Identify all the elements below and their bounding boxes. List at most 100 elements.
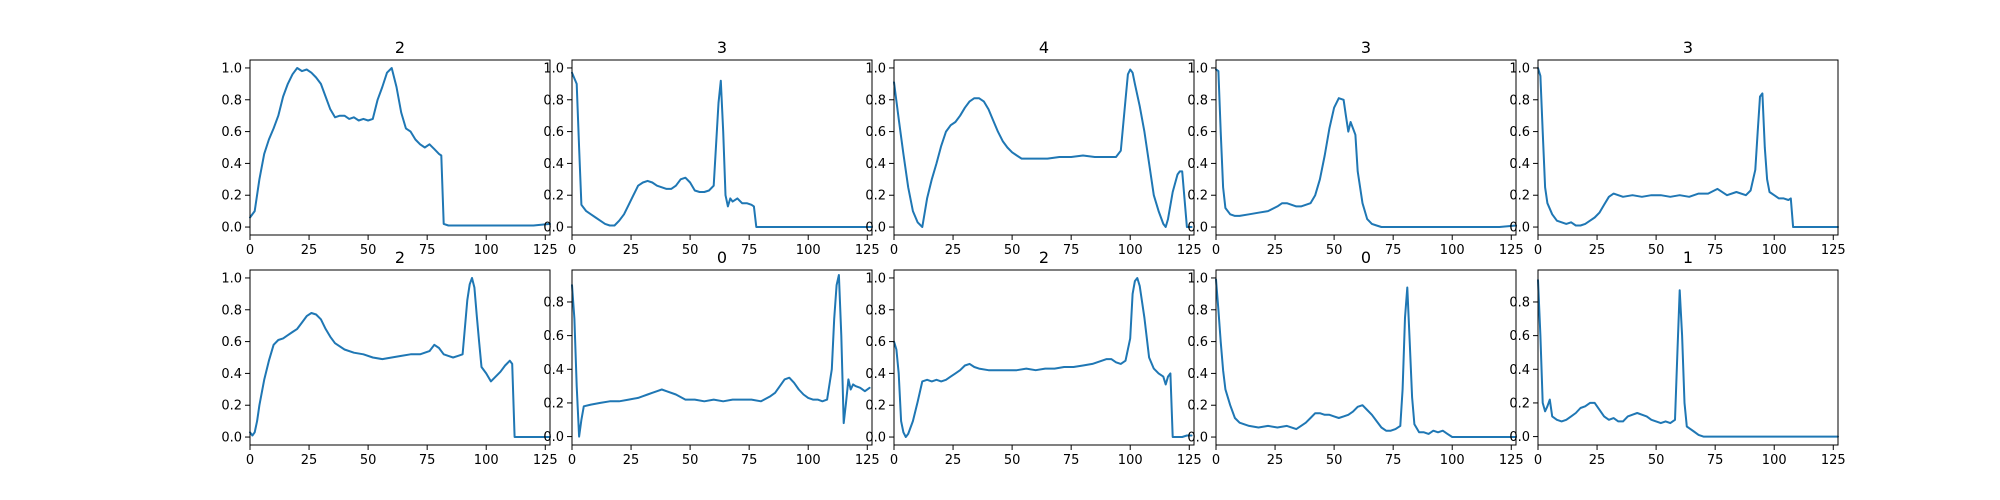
subplot-2-series-line bbox=[571, 71, 873, 228]
subplot-1-xtick-label: 0 bbox=[246, 243, 254, 258]
subplot-1-xtick-label: 25 bbox=[301, 243, 318, 258]
subplot-9-xtick-label: 100 bbox=[1440, 453, 1465, 468]
subplot-3: 4 0 25 50 75 100 125 0.0 0.2 0.4 0.6 0.8 1.0 bbox=[865, 38, 1201, 258]
subplot-10-ytick-label: 0.0 bbox=[1509, 430, 1530, 445]
subplot-1-ytick-label: 0.2 bbox=[221, 189, 242, 204]
subplot-3-ytick-label: 0.4 bbox=[865, 157, 886, 172]
subplot-2-xtick-label: 50 bbox=[682, 243, 699, 258]
subplot-10-xtick-label: 25 bbox=[1589, 453, 1606, 468]
subplot-8-title: 2 bbox=[1039, 248, 1049, 267]
subplot-4-series-line bbox=[1215, 68, 1517, 228]
subplot-4-ytick-label: 0.6 bbox=[1187, 125, 1208, 140]
subplot-5-ytick-label: 0.8 bbox=[1509, 93, 1530, 108]
subplot-8-xtick-label: 100 bbox=[1118, 453, 1143, 468]
subplot-10: 1 0 25 50 75 100 125 0.0 0.2 0.4 0.6 0.8 bbox=[1509, 248, 1845, 468]
subplot-3-title: 4 bbox=[1039, 38, 1049, 57]
subplot-10-xtick-label: 125 bbox=[1821, 453, 1846, 468]
subplot-7-ytick-label: 0.8 bbox=[543, 295, 564, 310]
subplot-4-xtick-label: 0 bbox=[1212, 243, 1220, 258]
subplot-9-xtick-label: 25 bbox=[1267, 453, 1284, 468]
subplot-5-xtick-label: 75 bbox=[1707, 243, 1724, 258]
subplot-7-xtick-label: 0 bbox=[568, 453, 576, 468]
subplot-10-ytick-label: 0.4 bbox=[1509, 363, 1530, 378]
subplot-1-title: 2 bbox=[395, 38, 405, 57]
subplot-7-xtick-label: 100 bbox=[796, 453, 821, 468]
subplot-7-xtick-label: 125 bbox=[855, 453, 880, 468]
subplot-5-series-line bbox=[1537, 67, 1839, 228]
subplot-9-ytick-label: 0.2 bbox=[1187, 399, 1208, 414]
subplot-9-series-line bbox=[1215, 278, 1517, 438]
subplot-6-xtick-label: 50 bbox=[360, 453, 377, 468]
subplot-7-series-line bbox=[571, 274, 871, 438]
subplot-1-ytick-label: 0.6 bbox=[221, 125, 242, 140]
subplot-7-ytick-label: 0.2 bbox=[543, 396, 564, 411]
subplot-2-ytick-label: 1.0 bbox=[543, 61, 564, 76]
subplot-8-series-line bbox=[893, 277, 1193, 438]
subplot-3-xtick-label: 75 bbox=[1063, 243, 1080, 258]
subplot-6-xtick-label: 125 bbox=[533, 453, 558, 468]
subplot-5-title: 3 bbox=[1683, 38, 1693, 57]
subplot-6-ytick-label: 1.0 bbox=[221, 271, 242, 286]
subplot-4-xtick-label: 25 bbox=[1267, 243, 1284, 258]
subplot-10-xtick-label: 0 bbox=[1534, 453, 1542, 468]
subplot-10-frame bbox=[1537, 269, 1839, 446]
subplot-10-xtick-label: 100 bbox=[1762, 453, 1787, 468]
subplot-2-ytick-label: 0.6 bbox=[543, 125, 564, 140]
subplot-9-ytick-label: 0.0 bbox=[1187, 431, 1208, 446]
subplot-10-ytick-label: 0.6 bbox=[1509, 329, 1530, 344]
subplot-5-frame bbox=[1537, 59, 1839, 236]
subplot-7-title: 0 bbox=[717, 248, 727, 267]
subplot-6-ytick-label: 0.8 bbox=[221, 303, 242, 318]
subplot-9-ytick-label: 0.4 bbox=[1187, 367, 1208, 382]
subplot-3-xtick-label: 50 bbox=[1004, 243, 1021, 258]
subplot-4-ytick-label: 0.4 bbox=[1187, 157, 1208, 172]
subplot-6-xtick-label: 100 bbox=[474, 453, 499, 468]
subplot-7-xtick-label: 75 bbox=[741, 453, 758, 468]
subplot-2-xtick-label: 25 bbox=[623, 243, 640, 258]
subplot-8-xtick-label: 75 bbox=[1063, 453, 1080, 468]
subplot-4-xtick-label: 50 bbox=[1326, 243, 1343, 258]
subplot-9-xtick-label: 75 bbox=[1385, 453, 1402, 468]
subplot-2-ytick-label: 0.8 bbox=[543, 93, 564, 108]
subplot-7-xtick-label: 25 bbox=[623, 453, 640, 468]
subplot-1-ytick-label: 0.0 bbox=[221, 221, 242, 236]
subplot-4-ytick-label: 1.0 bbox=[1187, 61, 1208, 76]
subplot-8-ytick-label: 0.8 bbox=[865, 303, 886, 318]
subplot-6-frame bbox=[249, 269, 551, 446]
subplot-3-series-line bbox=[893, 68, 1193, 228]
subplot-5-xtick-label: 50 bbox=[1648, 243, 1665, 258]
subplot-8-xtick-label: 50 bbox=[1004, 453, 1021, 468]
subplot-10-ytick-label: 0.8 bbox=[1509, 295, 1530, 310]
subplot-5-ytick-label: 0.2 bbox=[1509, 189, 1530, 204]
subplot-10-ytick-label: 0.2 bbox=[1509, 396, 1530, 411]
subplot-6: 2 0 25 50 75 100 125 0.0 0.2 0.4 0.6 0.8 1.0 bbox=[221, 248, 557, 468]
subplot-1-ytick-label: 1.0 bbox=[221, 61, 242, 76]
subplot-1-ytick-label: 0.8 bbox=[221, 93, 242, 108]
subplot-8: 2 0 25 50 75 100 125 0.0 0.2 0.4 0.6 0.8 1.0 bbox=[865, 248, 1201, 468]
subplot-8-xtick-label: 125 bbox=[1177, 453, 1202, 468]
subplot-2-xtick-label: 125 bbox=[855, 243, 880, 258]
subplot-8-xtick-label: 0 bbox=[890, 453, 898, 468]
subplot-10-xtick-label: 50 bbox=[1648, 453, 1665, 468]
subplot-2-xtick-label: 75 bbox=[741, 243, 758, 258]
subplot-3-xtick-label: 125 bbox=[1177, 243, 1202, 258]
subplot-10-title: 1 bbox=[1683, 248, 1693, 267]
subplot-5-ytick-label: 1.0 bbox=[1509, 61, 1530, 76]
subplot-6-ytick-label: 0.2 bbox=[221, 399, 242, 414]
subplot-1-xtick-label: 125 bbox=[533, 243, 558, 258]
subplot-1-frame bbox=[249, 59, 551, 236]
subplot-7-xtick-label: 50 bbox=[682, 453, 699, 468]
subplot-5-xtick-label: 0 bbox=[1534, 243, 1542, 258]
subplot-4-xtick-label: 100 bbox=[1440, 243, 1465, 258]
subplot-7-ytick-label: 0.4 bbox=[543, 363, 564, 378]
subplot-2: 3 0 25 50 75 100 125 0.0 0.2 0.4 0.6 0.8 1.0 bbox=[543, 38, 879, 258]
subplot-3-frame bbox=[893, 59, 1195, 236]
subplot-4-ytick-label: 0.0 bbox=[1187, 221, 1208, 236]
subplot-5-ytick-label: 0.4 bbox=[1509, 157, 1530, 172]
subplot-9-ytick-label: 0.6 bbox=[1187, 335, 1208, 350]
subplot-1-xtick-label: 100 bbox=[474, 243, 499, 258]
subplot-2-ytick-label: 0.2 bbox=[543, 189, 564, 204]
subplot-9-ytick-label: 1.0 bbox=[1187, 271, 1208, 286]
subplot-5-ytick-label: 0.6 bbox=[1509, 125, 1530, 140]
